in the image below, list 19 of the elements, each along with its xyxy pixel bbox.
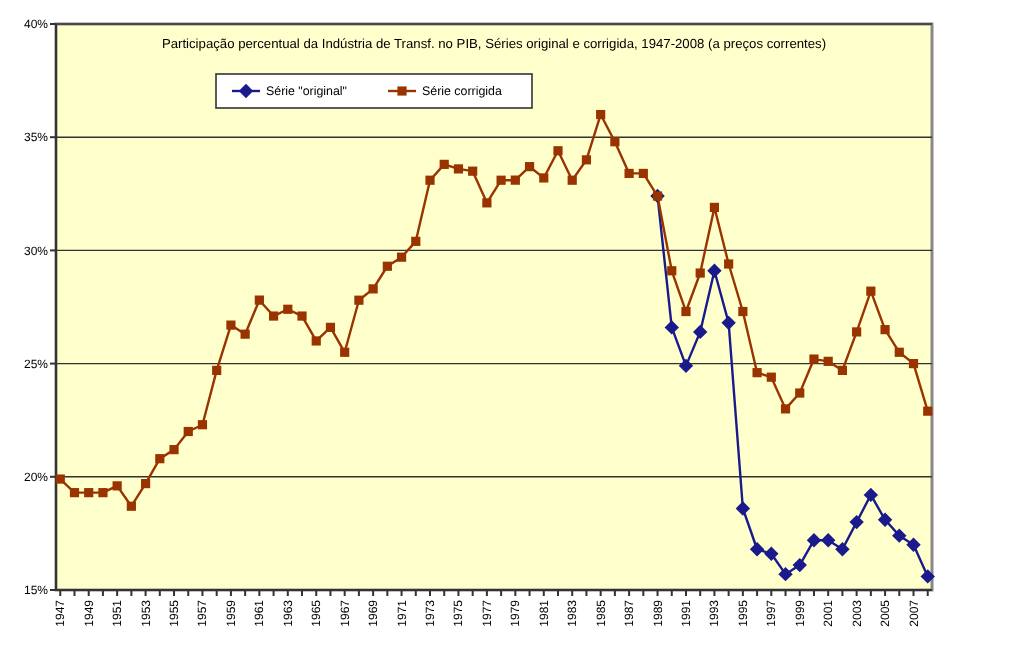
point xyxy=(906,537,921,552)
point xyxy=(735,501,751,516)
point xyxy=(792,557,807,573)
point xyxy=(664,320,679,335)
point xyxy=(849,514,864,530)
point xyxy=(835,542,850,557)
point xyxy=(892,528,907,543)
point xyxy=(778,566,793,582)
point xyxy=(693,324,708,340)
point xyxy=(806,532,822,548)
point xyxy=(877,512,893,528)
point xyxy=(764,546,779,561)
point xyxy=(707,263,722,278)
point xyxy=(920,569,935,584)
point xyxy=(749,542,765,557)
point xyxy=(863,487,879,503)
point xyxy=(678,358,694,374)
point xyxy=(721,315,736,331)
point xyxy=(820,532,836,548)
